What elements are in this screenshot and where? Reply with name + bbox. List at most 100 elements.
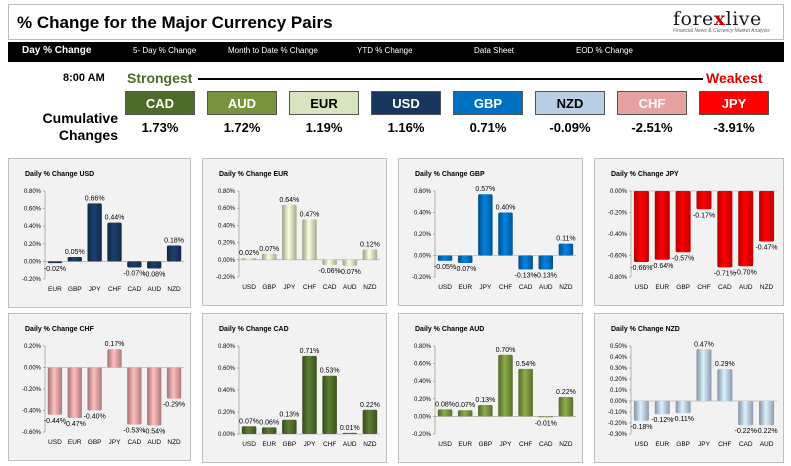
- weakest-label: Weakest: [706, 70, 763, 86]
- chart-svg: Daily % Change AUD -0.20% 0.00% 0.20% 0.40% 0…: [412, 326, 576, 448]
- bar-eur: [654, 401, 670, 415]
- y-tick-label: 0.10%: [610, 388, 628, 394]
- x-tick-label: GBP: [282, 441, 296, 448]
- tab-day-change[interactable]: Day % Change: [22, 45, 92, 56]
- x-tick-label: USD: [438, 284, 452, 291]
- bar-jpy: [282, 204, 297, 260]
- data-label: 0.18%: [164, 238, 184, 245]
- y-tick-label: 0.60%: [24, 207, 42, 213]
- data-label: 0.08%: [435, 401, 455, 408]
- x-tick-label: AUD: [539, 284, 553, 291]
- bar-aud: [147, 367, 162, 426]
- x-tick-label: CAD: [539, 441, 553, 448]
- x-tick-label: NZD: [167, 286, 181, 293]
- x-tick-label: USD: [242, 284, 256, 291]
- data-label: 0.64%: [279, 197, 299, 204]
- tab-eod-change[interactable]: EOD % Change: [576, 46, 633, 55]
- data-label: 0.29%: [715, 361, 735, 368]
- data-label: -0.22%: [735, 428, 757, 435]
- x-tick-label: JPY: [304, 441, 317, 448]
- x-tick-label: NZD: [363, 284, 377, 291]
- forexlive-logo[interactable]: forexlive Financial News & Currency Mark…: [673, 8, 773, 38]
- data-label: 0.47%: [694, 341, 714, 348]
- data-label: -0.07%: [454, 266, 476, 273]
- bar-jpy: [87, 203, 102, 262]
- strongest-label: Strongest: [127, 70, 193, 86]
- data-label: 0.22%: [360, 402, 380, 409]
- y-tick-label: 0.50%: [610, 344, 628, 350]
- x-tick-label: JPY: [109, 439, 122, 446]
- bar-nzd: [166, 367, 182, 399]
- x-tick-label: NZD: [559, 284, 573, 291]
- bar-usd: [437, 409, 453, 417]
- chart-panel-7: Daily % Change AUD -0.20% 0.00% 0.20% 0.40% 0…: [398, 313, 583, 463]
- bar-chf: [717, 369, 733, 401]
- data-label: 0.44%: [105, 215, 125, 222]
- data-label: 0.07%: [455, 402, 475, 409]
- bar-eur: [457, 255, 473, 264]
- bar-nzd: [558, 397, 574, 417]
- tab-month-to-date-change[interactable]: Month to Date % Change: [228, 46, 318, 55]
- bar-gbp: [67, 257, 82, 262]
- y-tick-label: -0.60%: [608, 254, 628, 260]
- x-tick-label: CAD: [718, 284, 732, 291]
- cumulative-changes-label: Cumulative Changes: [42, 110, 118, 143]
- chart-title: Daily % Change JPY: [611, 171, 679, 178]
- x-tick-label: NZD: [559, 441, 573, 448]
- y-tick-label: 0.00%: [610, 399, 628, 405]
- bar-usd: [633, 401, 649, 421]
- x-tick-label: EUR: [458, 441, 472, 448]
- tab-data-sheet[interactable]: Data Sheet: [474, 46, 515, 55]
- data-label: -0.18%: [630, 424, 652, 431]
- chart-title: Daily % Change GBP: [415, 171, 485, 178]
- pill-value: -3.91%: [713, 120, 755, 135]
- data-label: 0.11%: [556, 236, 575, 243]
- x-tick-label: GBP: [676, 284, 690, 291]
- y-tick-label: 0.40%: [414, 211, 432, 217]
- x-tick-label: EUR: [458, 284, 472, 291]
- x-tick-label: CHF: [323, 441, 336, 448]
- x-tick-label: USD: [242, 441, 256, 448]
- data-label: -0.47%: [755, 245, 777, 252]
- y-tick-label: 0.00%: [24, 366, 42, 372]
- x-tick-label: GBP: [68, 286, 82, 293]
- tab-ytd-change[interactable]: YTD % Change: [357, 46, 413, 55]
- data-label: 0.40%: [496, 205, 516, 212]
- y-tick-label: 0.00%: [218, 258, 236, 264]
- pill-currency: NZD: [535, 91, 605, 115]
- x-tick-label: CAD: [127, 439, 141, 446]
- pill-value: 1.19%: [305, 120, 343, 135]
- y-tick-label: 0.00%: [414, 254, 432, 260]
- data-label: -0.13%: [535, 272, 557, 279]
- y-tick-label: 0.00%: [610, 189, 628, 195]
- bar-usd: [437, 255, 453, 261]
- bar-cad: [538, 416, 554, 418]
- x-tick-label: EUR: [48, 286, 62, 293]
- bar-jpy: [107, 349, 122, 368]
- pill-gbp: GBP 0.71%: [453, 91, 523, 141]
- bar-usd: [633, 191, 649, 262]
- y-tick-label: 0.20%: [218, 241, 236, 247]
- logo-tagline: Financial News & Currency Market Analysi…: [673, 28, 770, 34]
- pill-currency: GBP: [453, 91, 523, 115]
- pill-currency: USD: [371, 91, 441, 115]
- chart-svg: Daily % Change CHF -0.60% -0.40% -0.20% 0.00…: [22, 326, 185, 446]
- y-tick-label: 0.40%: [218, 388, 236, 394]
- x-tick-label: GBP: [262, 284, 276, 291]
- pill-nzd: NZD -0.09%: [535, 91, 605, 141]
- y-tick-label: 0.20%: [610, 377, 628, 383]
- x-tick-label: NZD: [167, 439, 181, 446]
- x-tick-label: CHF: [499, 284, 512, 291]
- y-tick-label: 0.20%: [414, 397, 432, 403]
- data-label: -0.07%: [339, 269, 361, 276]
- bar-aud: [759, 401, 775, 426]
- y-tick-label: 0.40%: [414, 379, 432, 385]
- data-label: 0.05%: [65, 249, 85, 256]
- x-tick-label: AUD: [760, 441, 774, 448]
- pill-jpy: JPY -3.91%: [699, 91, 769, 141]
- bar-cad: [127, 261, 142, 268]
- data-label: -0.71%: [714, 270, 736, 277]
- tab-5-day-change[interactable]: 5- Day % Change: [133, 46, 197, 55]
- pill-value: -2.51%: [631, 120, 673, 135]
- x-tick-label: EUR: [262, 441, 276, 448]
